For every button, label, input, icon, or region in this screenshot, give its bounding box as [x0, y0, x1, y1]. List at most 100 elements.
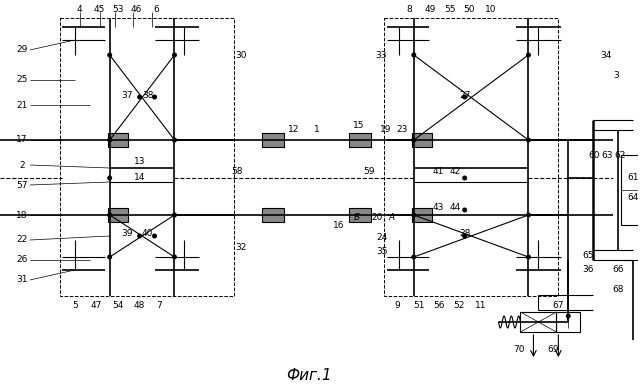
- Circle shape: [172, 52, 177, 57]
- Bar: [621, 155, 640, 225]
- Text: 17: 17: [16, 136, 28, 145]
- Circle shape: [107, 138, 112, 142]
- Text: 33: 33: [375, 50, 387, 59]
- Text: 7: 7: [157, 301, 163, 310]
- Text: 16: 16: [333, 221, 345, 230]
- Text: 56: 56: [433, 301, 444, 310]
- Text: 9: 9: [394, 301, 400, 310]
- Circle shape: [412, 212, 416, 217]
- Text: 38: 38: [142, 90, 154, 99]
- Text: 19: 19: [380, 126, 392, 135]
- Text: 28: 28: [459, 230, 470, 239]
- Circle shape: [566, 314, 571, 319]
- Bar: [349, 208, 371, 222]
- Circle shape: [526, 52, 531, 57]
- Text: 24: 24: [376, 233, 387, 242]
- Circle shape: [107, 212, 112, 217]
- Text: 11: 11: [475, 301, 486, 310]
- Circle shape: [412, 52, 416, 57]
- Circle shape: [172, 255, 177, 260]
- Text: 46: 46: [131, 5, 142, 14]
- Bar: [556, 312, 580, 332]
- Text: 43: 43: [433, 203, 444, 212]
- Text: 42: 42: [450, 167, 461, 176]
- Text: 57: 57: [16, 181, 28, 190]
- Text: 37: 37: [121, 90, 132, 99]
- Text: 32: 32: [236, 244, 247, 253]
- Bar: [262, 208, 284, 222]
- Bar: [60, 18, 234, 296]
- Text: 54: 54: [112, 301, 124, 310]
- Text: 69: 69: [548, 346, 559, 355]
- Circle shape: [412, 138, 416, 142]
- Text: 30: 30: [236, 50, 247, 59]
- Bar: [108, 133, 127, 147]
- Text: Б: Б: [354, 213, 360, 222]
- Circle shape: [152, 95, 157, 99]
- Bar: [384, 18, 558, 296]
- Text: Фиг.1: Фиг.1: [286, 368, 332, 382]
- Text: 14: 14: [134, 172, 145, 181]
- Circle shape: [172, 212, 177, 217]
- Text: 25: 25: [16, 75, 28, 84]
- Text: 29: 29: [16, 45, 28, 54]
- Text: 47: 47: [91, 301, 102, 310]
- Circle shape: [107, 176, 112, 181]
- Text: 67: 67: [552, 301, 564, 310]
- Circle shape: [107, 52, 112, 57]
- Text: 68: 68: [612, 285, 624, 294]
- Circle shape: [526, 212, 531, 217]
- Text: 41: 41: [433, 167, 444, 176]
- Bar: [412, 208, 432, 222]
- Text: 70: 70: [513, 346, 524, 355]
- Text: 50: 50: [463, 5, 474, 14]
- Text: 63: 63: [602, 151, 613, 160]
- Text: 5: 5: [72, 301, 77, 310]
- Text: 2: 2: [19, 160, 25, 170]
- Text: 27: 27: [459, 90, 470, 99]
- Text: 60: 60: [589, 151, 600, 160]
- Text: А: А: [388, 213, 395, 222]
- Text: 8: 8: [406, 5, 412, 14]
- Text: 18: 18: [16, 210, 28, 219]
- Circle shape: [152, 233, 157, 239]
- Circle shape: [412, 255, 416, 260]
- Text: 58: 58: [232, 167, 243, 176]
- Text: 45: 45: [94, 5, 106, 14]
- Text: 52: 52: [453, 301, 465, 310]
- Text: 31: 31: [16, 276, 28, 285]
- Circle shape: [172, 138, 177, 142]
- Text: 35: 35: [376, 248, 388, 256]
- Text: 4: 4: [77, 5, 83, 14]
- Bar: [349, 133, 371, 147]
- Text: 66: 66: [612, 265, 624, 274]
- Text: 26: 26: [16, 255, 28, 264]
- Text: 40: 40: [142, 230, 153, 239]
- Text: 12: 12: [289, 126, 300, 135]
- Circle shape: [462, 176, 467, 181]
- Text: 21: 21: [16, 100, 28, 109]
- Circle shape: [462, 95, 467, 99]
- Text: 55: 55: [444, 5, 456, 14]
- Bar: [108, 208, 127, 222]
- Text: 49: 49: [425, 5, 436, 14]
- Text: 1: 1: [314, 126, 320, 135]
- Text: 53: 53: [112, 5, 124, 14]
- Text: 3: 3: [613, 70, 619, 79]
- Text: 39: 39: [121, 230, 132, 239]
- Circle shape: [137, 95, 142, 99]
- Text: 23: 23: [396, 126, 408, 135]
- Text: 22: 22: [16, 235, 28, 244]
- Text: 62: 62: [614, 151, 626, 160]
- Circle shape: [462, 208, 467, 212]
- Bar: [262, 133, 284, 147]
- Text: 6: 6: [154, 5, 159, 14]
- Bar: [520, 312, 556, 332]
- Bar: [412, 133, 432, 147]
- Text: 51: 51: [413, 301, 424, 310]
- Text: 44: 44: [450, 203, 461, 212]
- Text: 36: 36: [582, 265, 594, 274]
- Text: 10: 10: [485, 5, 496, 14]
- Circle shape: [526, 255, 531, 260]
- Text: 64: 64: [627, 194, 639, 203]
